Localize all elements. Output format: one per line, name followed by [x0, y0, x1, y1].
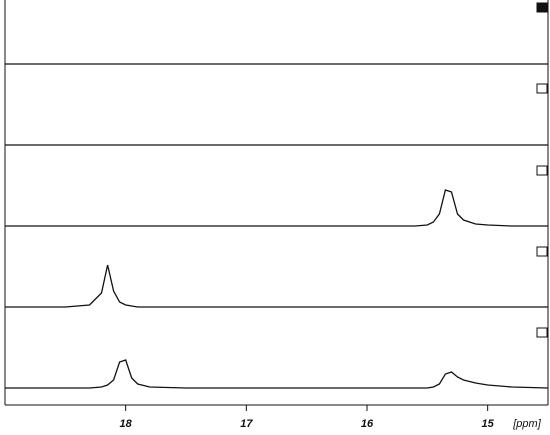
trace-selector[interactable]: [536, 83, 548, 94]
spectrum-trace: [5, 189, 548, 227]
x-tick-label: 17: [240, 418, 253, 430]
x-tick-label: 18: [120, 418, 133, 430]
trace-selector[interactable]: [536, 246, 548, 257]
spectrum-trace: [5, 359, 549, 389]
x-tick-label: 16: [361, 418, 374, 430]
trace-selector[interactable]: [536, 165, 548, 176]
trace-selector[interactable]: [536, 327, 548, 338]
x-tick-label: 15: [482, 418, 495, 430]
spectrum-trace: [5, 264, 548, 308]
x-axis-label: [ppm]: [512, 418, 541, 430]
trace-selector[interactable]: [536, 2, 548, 13]
